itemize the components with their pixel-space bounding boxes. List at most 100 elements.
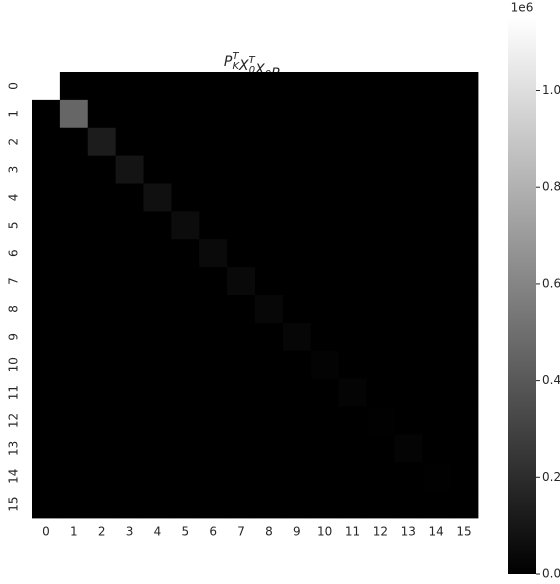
cell [59, 239, 89, 268]
cell [171, 462, 200, 491]
cell [338, 490, 367, 519]
y-tick-label: 8 [7, 305, 21, 313]
cell [199, 322, 228, 352]
x-tick-label: 6 [209, 525, 217, 539]
cell [450, 434, 479, 463]
cell [199, 155, 228, 184]
title-base: X [238, 58, 249, 74]
cell [282, 127, 312, 157]
cell [366, 183, 395, 212]
colorbar [508, 18, 536, 574]
cell [171, 378, 200, 407]
cell [366, 350, 395, 380]
cell [59, 99, 89, 129]
cell [450, 406, 479, 435]
cell [199, 434, 228, 463]
cell [32, 462, 61, 491]
cell [227, 322, 256, 352]
cell [394, 72, 423, 101]
cell [59, 211, 89, 240]
cell [338, 155, 367, 184]
cell [32, 378, 61, 407]
cell [143, 490, 172, 519]
cell [394, 99, 423, 129]
cell [422, 462, 451, 491]
cell [143, 127, 172, 157]
cell [143, 267, 172, 296]
cell [143, 155, 172, 184]
cell [115, 350, 144, 380]
cell [199, 127, 228, 157]
y-tick-label: 3 [7, 166, 21, 174]
cell [394, 127, 423, 157]
cell [338, 350, 367, 380]
cell [59, 322, 89, 352]
cell [87, 350, 117, 380]
cell [171, 350, 200, 380]
cell [310, 378, 340, 407]
cell [338, 267, 367, 296]
cell [199, 295, 228, 324]
cell [255, 72, 284, 101]
x-tick-label: 10 [317, 525, 332, 539]
x-tick-label: 5 [181, 525, 189, 539]
cell [450, 127, 479, 157]
cell [310, 490, 340, 519]
cell [310, 183, 340, 212]
colorbar-offset: 1e6 [511, 1, 534, 15]
cell [310, 295, 340, 324]
cell [255, 350, 284, 380]
cell [59, 72, 89, 101]
cell [450, 322, 479, 352]
cell [282, 378, 312, 407]
cell [422, 350, 451, 380]
cell [310, 406, 340, 435]
cell [394, 462, 423, 491]
cell [32, 267, 61, 296]
x-tick-label: 7 [237, 525, 245, 539]
cell [366, 155, 395, 184]
y-tick-label: 7 [7, 277, 21, 285]
cell [282, 350, 312, 380]
cell [227, 127, 256, 157]
x-tick-label: 2 [98, 525, 106, 539]
y-tick-label: 4 [7, 194, 21, 202]
cell [310, 322, 340, 352]
cell [366, 239, 395, 268]
cell [171, 127, 200, 157]
cell [227, 267, 256, 296]
cell [59, 490, 89, 519]
cell [366, 434, 395, 463]
cell [255, 490, 284, 519]
cell [282, 434, 312, 463]
cell [255, 295, 284, 324]
cell [255, 322, 284, 352]
cell [59, 295, 89, 324]
cell [171, 239, 200, 268]
cell [394, 350, 423, 380]
cell [422, 127, 451, 157]
x-tick-label: 9 [293, 525, 301, 539]
cell [450, 239, 479, 268]
x-tick-label: 15 [456, 525, 471, 539]
cell [282, 295, 312, 324]
cell [255, 211, 284, 240]
cell [282, 155, 312, 184]
cell [115, 295, 144, 324]
cell [32, 490, 61, 519]
cell [171, 295, 200, 324]
cell [115, 239, 144, 268]
cell [422, 490, 451, 519]
cell [394, 434, 423, 463]
cell [199, 350, 228, 380]
cell [310, 127, 340, 157]
cell [394, 406, 423, 435]
colorbar-tick-label: 1.0 [542, 83, 560, 97]
title-sup: T [232, 51, 239, 62]
cell [338, 378, 367, 407]
cell [87, 378, 117, 407]
cell [255, 378, 284, 407]
cell [366, 490, 395, 519]
cell [255, 462, 284, 491]
